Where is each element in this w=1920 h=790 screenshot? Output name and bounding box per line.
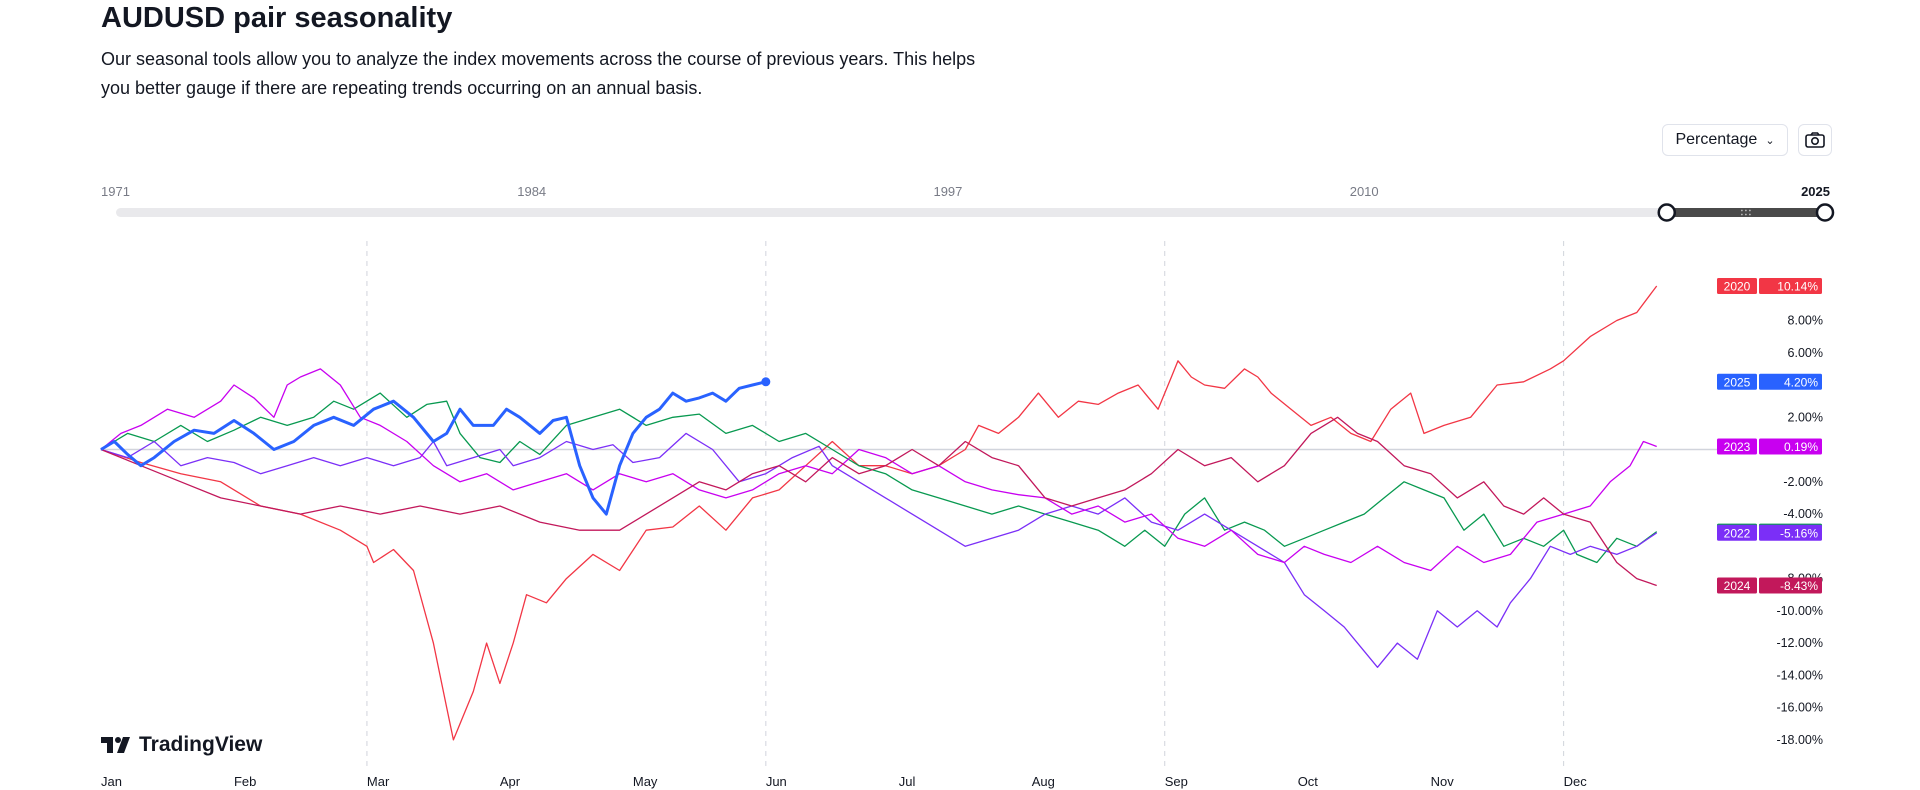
- slider-grip-icon: [1744, 209, 1747, 212]
- x-axis-tick-label: Oct: [1298, 774, 1319, 789]
- y-axis-tick-label: 2.00%: [1788, 410, 1823, 424]
- series-badge-2022: 2022 -5.16%: [1717, 524, 1822, 541]
- y-axis-tick-label: -4.00%: [1783, 507, 1823, 521]
- slider-grip-icon: [1748, 209, 1751, 212]
- slider-year-label: 1971: [101, 184, 130, 199]
- series-line-2023: [100, 368, 1657, 572]
- series-badge-2023: 2023 0.19%: [1717, 438, 1822, 455]
- series-badge-2025: 2025 4.20%: [1717, 373, 1822, 390]
- series-badge-value: 0.19%: [1784, 440, 1818, 454]
- series-line-2025: [100, 380, 767, 516]
- x-axis-tick-label: Mar: [367, 774, 390, 789]
- slider-year-label: 2010: [1350, 184, 1379, 199]
- series-line-2022: [100, 432, 1658, 668]
- y-axis-tick-label: -10.00%: [1776, 604, 1823, 618]
- slider-grip-icon: [1744, 213, 1747, 216]
- series-badge-year-bg: [1717, 524, 1757, 541]
- x-axis-tick-label: Nov: [1431, 774, 1455, 789]
- x-axis-tick-label: Aug: [1032, 774, 1055, 789]
- y-axis-tick-label: 6.00%: [1788, 346, 1823, 360]
- series-line-2024: [100, 416, 1657, 587]
- tradingview-logo[interactable]: TradingView: [101, 733, 262, 757]
- slider-grip-icon: [1740, 213, 1743, 216]
- slider-grip-icon: [1748, 213, 1751, 216]
- series-badge-year-bg: [1717, 278, 1757, 294]
- x-axis-tick-label: Feb: [234, 774, 256, 789]
- slider-handle[interactable]: [1815, 203, 1835, 222]
- y-axis-tick-label: -16.00%: [1776, 701, 1823, 715]
- series-2021: [100, 392, 1658, 564]
- tradingview-logo-text: TradingView: [139, 733, 263, 756]
- chevron-down-icon: ⌄: [1765, 134, 1775, 147]
- x-axis-tick-label: Jul: [899, 774, 916, 789]
- series-line-2020: [100, 285, 1658, 741]
- slider-grip-icon: [1740, 209, 1743, 212]
- series-badge-year: 2025: [1724, 375, 1751, 389]
- y-axis-tick-label: -14.00%: [1776, 668, 1823, 682]
- year-range-slider[interactable]: 1971 1984 1997 2010 2025: [0, 176, 1920, 226]
- slider-track: [116, 208, 1825, 217]
- page-description: Our seasonal tools allow you to analyze …: [101, 49, 976, 98]
- page-title: AUDUSD pair seasonality: [101, 2, 453, 34]
- tradingview-logo-icon: [101, 737, 130, 753]
- slider-handle[interactable]: [1657, 203, 1677, 222]
- series-line-2021: [100, 392, 1658, 564]
- series-badge-year: 2020: [1724, 280, 1751, 294]
- y-axis-tick-label: -18.00%: [1776, 733, 1823, 747]
- series-2025: [100, 377, 771, 516]
- series-badge-year-bg: [1717, 438, 1757, 455]
- series-badge-value-bg: [1759, 278, 1822, 294]
- series-badge-year: 2023: [1724, 440, 1751, 454]
- slider-selected-range[interactable]: [1666, 208, 1825, 217]
- series-badge-2020: 2020 10.14%: [1717, 278, 1822, 294]
- x-axis-tick-label: Sep: [1165, 774, 1188, 789]
- series-badge-year-bg: [1717, 577, 1757, 594]
- seasonality-chart: 8.00%6.00%2.00%-2.00%-4.00%-8.00%-10.00%…: [100, 241, 1823, 789]
- series-badge-year: 2022: [1724, 526, 1751, 540]
- series-badge-year-bg: [1717, 373, 1757, 390]
- series-2020: [100, 285, 1658, 741]
- slider-year-label: 2025: [1801, 184, 1830, 199]
- series-badge-value-bg: [1759, 438, 1822, 455]
- series-badge-value: -8.43%: [1780, 579, 1818, 593]
- series-badge-year: 2024: [1724, 579, 1751, 593]
- x-axis-tick-label: Dec: [1564, 774, 1588, 789]
- slider-year-label: 1997: [933, 184, 962, 199]
- y-axis-tick-label: 8.00%: [1788, 314, 1823, 328]
- series-badge-value: -5.16%: [1780, 526, 1818, 540]
- series-end-marker-2025: [761, 377, 771, 387]
- series-2022: [100, 432, 1658, 668]
- series-badge-2024: 2024 -8.43%: [1717, 577, 1822, 594]
- series-badge-value: 10.14%: [1777, 280, 1818, 294]
- slider-year-label: 1984: [517, 184, 546, 199]
- x-axis-tick-label: May: [633, 774, 658, 789]
- x-axis-tick-label: Apr: [500, 774, 521, 789]
- series-2024: [100, 416, 1657, 587]
- series-badge-value-bg: [1759, 577, 1822, 594]
- series-badge-value: 4.20%: [1784, 375, 1818, 389]
- x-axis-tick-label: Jun: [766, 774, 787, 789]
- y-axis-tick-label: -2.00%: [1783, 475, 1823, 489]
- series-2023: [100, 368, 1657, 572]
- scale-select[interactable]: Percentage ⌄: [1662, 124, 1788, 156]
- x-axis-tick-label: Jan: [101, 774, 122, 789]
- y-axis-tick-label: -12.00%: [1776, 636, 1823, 650]
- camera-icon: [1805, 132, 1825, 148]
- series-badge-value-bg: [1759, 524, 1822, 541]
- snapshot-button[interactable]: [1798, 124, 1832, 156]
- scale-select-label: Percentage: [1675, 131, 1758, 148]
- series-badge-value-bg: [1759, 373, 1822, 390]
